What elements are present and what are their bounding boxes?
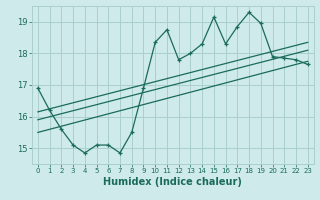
X-axis label: Humidex (Indice chaleur): Humidex (Indice chaleur) — [103, 177, 242, 187]
